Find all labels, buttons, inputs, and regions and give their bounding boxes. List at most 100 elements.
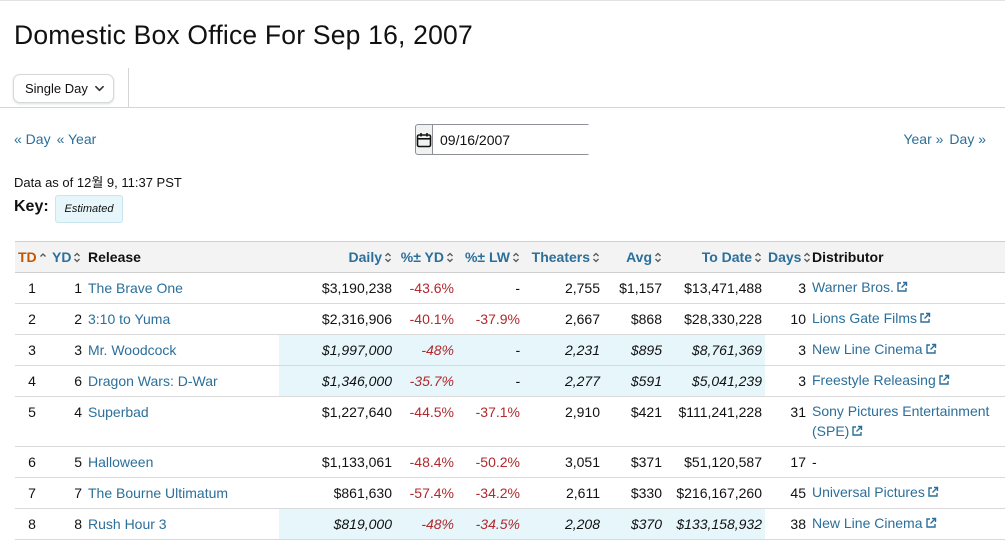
pct-change-yd: -43.6% xyxy=(395,272,457,304)
rank-today: 3 xyxy=(15,334,49,366)
avg-per-theater: $895 xyxy=(603,334,665,366)
theaters-count: 2,910 xyxy=(523,396,603,447)
daily-gross: $1,997,000 xyxy=(279,334,395,366)
calendar-button[interactable] xyxy=(416,125,433,154)
external-link-icon xyxy=(925,517,936,528)
table-row: 4 6 Dragon Wars: D-War $1,346,000 -35.7% -2,2… xyxy=(15,365,1005,397)
rank-yesterday: 1 xyxy=(49,272,85,304)
to-date-gross: $8,761,369 xyxy=(665,334,765,366)
rank-yesterday: 7 xyxy=(49,477,85,509)
release-link[interactable]: Dragon Wars: D-War xyxy=(88,373,218,389)
external-link-icon xyxy=(939,374,949,385)
external-link-icon xyxy=(928,486,939,497)
header-to-date[interactable]: To Date xyxy=(665,241,765,273)
days-in-release: 45 xyxy=(765,477,809,509)
distributor-link[interactable]: Sony Pictures Entertainment (SPE) xyxy=(812,403,990,439)
daily-gross: $1,227,640 xyxy=(279,396,395,447)
rank-yesterday: 6 xyxy=(49,365,85,397)
days-in-release: 3 xyxy=(765,365,809,397)
pct-change-yd: -48% xyxy=(395,508,457,540)
data-timestamp: Data as of 12월 9, 11:37 PST xyxy=(14,175,182,190)
to-date-gross: $111,241,228 xyxy=(665,396,765,447)
next-day-link[interactable]: Day » xyxy=(949,131,986,147)
daily-gross: $3,190,238 xyxy=(279,272,395,304)
view-select-label: Single Day xyxy=(25,81,88,96)
theaters-count: 2,231 xyxy=(523,334,603,366)
prev-year-link[interactable]: « Year xyxy=(56,131,97,147)
days-in-release: 10 xyxy=(765,303,809,335)
release-link[interactable]: Rush Hour 3 xyxy=(88,516,167,532)
header-yd[interactable]: YD xyxy=(49,241,85,273)
distributor-link[interactable]: Freestyle Releasing xyxy=(812,372,936,388)
external-link-icon xyxy=(897,281,908,292)
header-avg[interactable]: Avg xyxy=(603,241,665,273)
avg-per-theater: $421 xyxy=(603,396,665,447)
theaters-count: 2,277 xyxy=(523,365,603,397)
sort-icon xyxy=(447,252,453,263)
rank-today: 4 xyxy=(15,365,49,397)
release-link[interactable]: Mr. Woodcock xyxy=(88,342,177,358)
to-date-gross: $5,041,239 xyxy=(665,365,765,397)
next-year-link[interactable]: Year » xyxy=(903,131,944,147)
external-link-icon xyxy=(852,425,863,436)
days-in-release: 38 xyxy=(765,508,809,540)
sort-icon xyxy=(804,252,811,263)
pct-change-lw: - xyxy=(457,272,523,304)
avg-per-theater: $371 xyxy=(603,446,665,478)
rank-today: 7 xyxy=(15,477,49,509)
sort-icon xyxy=(655,252,661,263)
theaters-count: 2,667 xyxy=(523,303,603,335)
release-link[interactable]: Superbad xyxy=(88,404,149,420)
days-in-release: 3 xyxy=(765,272,809,304)
release-link[interactable]: Halloween xyxy=(88,454,154,470)
distributor-link[interactable]: New Line Cinema xyxy=(812,341,923,357)
header-daily[interactable]: Daily xyxy=(279,241,395,273)
table-row: 1 1 The Brave One $3,190,238 -43.6% -2,755 $1,… xyxy=(15,272,1005,304)
header-release[interactable]: Release xyxy=(85,241,279,273)
header-theaters[interactable]: Theaters xyxy=(523,241,603,273)
pct-change-yd: -48% xyxy=(395,334,457,366)
sort-icon xyxy=(755,252,761,263)
pct-change-lw: -37.1% xyxy=(457,396,523,447)
daily-gross: $861,630 xyxy=(279,477,395,509)
date-input[interactable] xyxy=(433,125,621,154)
theaters-count: 2,611 xyxy=(523,477,603,509)
box-office-table: TD YD Release Daily %± YD %± LW Theaters… xyxy=(15,241,1005,540)
days-in-release: 3 xyxy=(765,334,809,366)
rank-yesterday: 2 xyxy=(49,303,85,335)
table-row: 2 2 3:10 to Yuma $2,316,906 -40.1% -37.9% 2,66… xyxy=(15,303,1005,335)
pct-change-yd: -57.4% xyxy=(395,477,457,509)
distributor-link[interactable]: Universal Pictures xyxy=(812,484,925,500)
distributor-empty: - xyxy=(809,446,1005,478)
pct-change-lw: -34.5% xyxy=(457,508,523,540)
rank-yesterday: 5 xyxy=(49,446,85,478)
distributor-link[interactable]: Warner Bros. xyxy=(812,279,894,295)
box-office-table-container: TD YD Release Daily %± YD %± LW Theaters… xyxy=(15,241,1005,540)
view-select-dropdown[interactable]: Single Day xyxy=(13,74,114,103)
release-link[interactable]: The Brave One xyxy=(88,280,183,296)
header-pct-lw[interactable]: %± LW xyxy=(457,241,523,273)
nav-forward: Year » Day » xyxy=(903,131,986,147)
date-picker xyxy=(415,124,621,155)
daily-gross: $1,346,000 xyxy=(279,365,395,397)
chevron-down-icon xyxy=(95,85,104,92)
distributor-link[interactable]: Lions Gate Films xyxy=(812,310,918,326)
avg-per-theater: $868 xyxy=(603,303,665,335)
rank-today: 8 xyxy=(15,508,49,540)
daily-gross: $1,133,061 xyxy=(279,446,395,478)
prev-day-link[interactable]: « Day xyxy=(14,131,51,147)
avg-per-theater: $330 xyxy=(603,477,665,509)
rank-yesterday: 3 xyxy=(49,334,85,366)
rank-yesterday: 4 xyxy=(49,396,85,447)
header-td[interactable]: TD xyxy=(15,241,49,273)
header-pct-yd[interactable]: %± YD xyxy=(395,241,457,273)
header-days[interactable]: Days xyxy=(765,241,811,273)
table-row: 8 8 Rush Hour 3 $819,000 -48% -34.5% 2,208 $370… xyxy=(15,508,1005,540)
sort-icon xyxy=(593,252,599,263)
release-link[interactable]: The Bourne Ultimatum xyxy=(88,485,229,501)
rank-yesterday: 8 xyxy=(49,508,85,540)
header-distributor[interactable]: Distributor xyxy=(809,241,1005,273)
estimated-key-badge: Estimated xyxy=(55,195,123,223)
distributor-link[interactable]: New Line Cinema xyxy=(812,515,923,531)
release-link[interactable]: 3:10 to Yuma xyxy=(88,311,171,327)
